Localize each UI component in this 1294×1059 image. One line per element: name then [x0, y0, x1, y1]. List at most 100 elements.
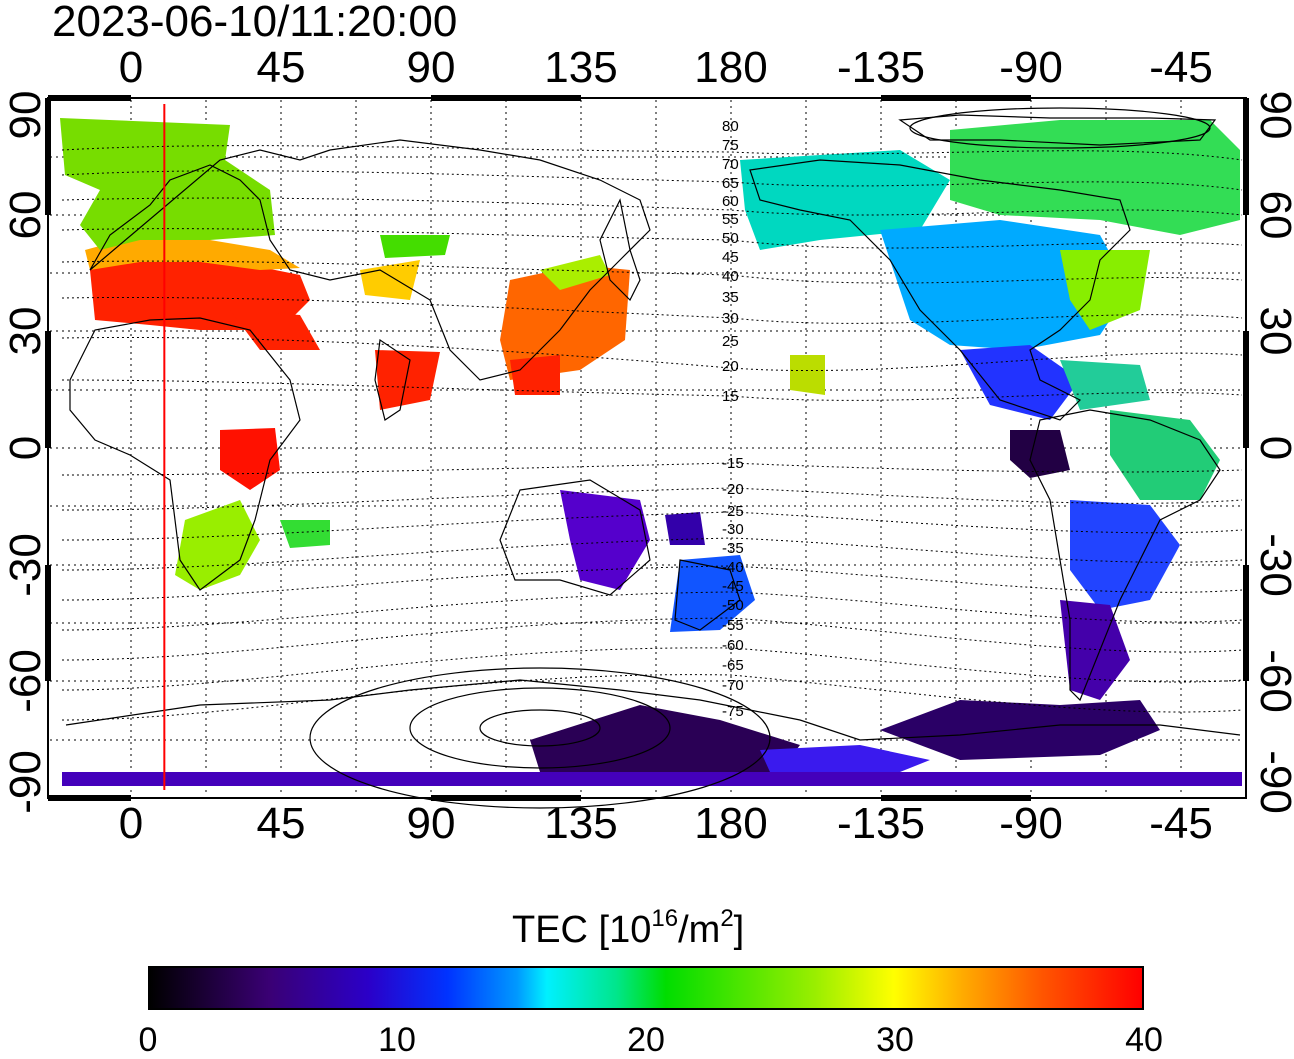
top-tick-label: -45 — [1149, 43, 1213, 92]
contour-label: 80 — [722, 118, 739, 135]
contour-label: -70 — [722, 677, 744, 694]
tec-patch-india — [375, 350, 440, 410]
tec-patch-korea — [540, 255, 610, 290]
colorbar-title: TEC [1016/m2] — [512, 905, 745, 952]
contour-label: 45 — [722, 249, 739, 266]
left-tick-label: 90 — [1, 90, 50, 140]
right-tick-label: -60 — [1251, 649, 1294, 713]
tec-patch-africa-south — [175, 500, 260, 590]
bottom-tick-label: 180 — [694, 799, 768, 848]
contour-label: -65 — [722, 657, 744, 674]
contour-label: -30 — [722, 521, 744, 538]
contour-label: 15 — [722, 388, 739, 405]
tec-patch-nz — [670, 555, 755, 632]
magnetic-latitude-contours — [61, 145, 1243, 721]
contour-label: -35 — [722, 540, 744, 557]
contour-label: -55 — [722, 617, 744, 634]
coastlines — [65, 114, 1241, 741]
contour-label: -25 — [722, 503, 744, 520]
right-tick-label: 30 — [1251, 306, 1294, 356]
contour-label: 30 — [722, 310, 739, 327]
tec-map: 80 75 70 65 60 55 50 45 40 35 30 25 20 1… — [45, 95, 1249, 809]
contour-label: 55 — [722, 211, 739, 228]
south-pole-ellipses — [309, 107, 1211, 809]
tec-patch-antarctic-band — [62, 772, 1242, 786]
tec-patch-sa-central — [1070, 500, 1180, 610]
top-tick-label: 0 — [118, 43, 144, 92]
tec-patch-madagascar — [280, 520, 330, 548]
tec-patch-mexico — [960, 345, 1080, 420]
bottom-tick-label: -45 — [1149, 799, 1213, 848]
tec-patch-peru — [1010, 430, 1070, 478]
contour-label: -15 — [722, 455, 744, 472]
tec-patch-central-asia-green — [380, 235, 450, 258]
tec-patch-nz-north — [665, 512, 705, 545]
tec-patch-central-asia — [360, 260, 420, 300]
top-tick-label: 45 — [256, 43, 306, 92]
tec-patch-australia — [560, 490, 650, 590]
contour-label: 40 — [722, 268, 739, 285]
right-tick-label: 60 — [1251, 190, 1294, 240]
colorbar-tick-label: 40 — [1125, 1021, 1163, 1059]
left-tick-label: 30 — [1, 306, 50, 356]
colorbar-tick-label: 10 — [378, 1021, 416, 1059]
tec-patch-africa-central — [220, 428, 280, 490]
bottom-tick-label: -135 — [836, 799, 926, 848]
right-tick-label: -30 — [1251, 533, 1294, 597]
tec-colorbar — [148, 966, 1144, 1010]
contour-label: 20 — [722, 358, 739, 375]
bottom-tick-label: 135 — [544, 799, 618, 848]
contour-label: -75 — [722, 703, 744, 720]
right-tick-label: 0 — [1251, 436, 1294, 460]
top-tick-label: -90 — [999, 43, 1063, 92]
tec-patch-europe — [90, 250, 310, 330]
frame-ticks — [45, 95, 1249, 801]
contour-label: 70 — [722, 156, 739, 173]
contour-label: -50 — [722, 597, 744, 614]
top-tick-label: 180 — [694, 43, 768, 92]
contour-label: 60 — [722, 193, 739, 210]
left-tick-label: 0 — [1, 435, 50, 461]
colorbar-title-text: TEC [10 — [512, 909, 652, 951]
tec-patch-sa-north — [1110, 410, 1220, 500]
tec-patch-middleeast — [230, 310, 320, 350]
left-tick-label: -30 — [1, 533, 50, 597]
tec-patch-hawaii — [790, 355, 825, 395]
tec-patch-canada — [950, 120, 1240, 235]
contour-label: 75 — [722, 137, 739, 154]
top-tick-label: -135 — [836, 43, 926, 92]
contour-label: -40 — [722, 559, 744, 576]
tec-patch-us-east — [1060, 250, 1150, 330]
contour-label: 65 — [722, 175, 739, 192]
contour-labels: 80 75 70 65 60 55 50 45 40 35 30 25 20 1… — [722, 118, 744, 720]
colorbar-title-exponent: 16 — [651, 905, 679, 932]
tec-patch-south-pacific — [760, 745, 930, 772]
bottom-tick-label: 90 — [406, 799, 456, 848]
tec-patch-sa-south — [1060, 600, 1130, 700]
contour-label: 50 — [722, 230, 739, 247]
right-tick-label: -90 — [1251, 750, 1294, 814]
colorbar-title-close: ] — [733, 909, 745, 951]
tec-patch-china-south — [510, 355, 560, 395]
contour-label: 25 — [722, 333, 739, 350]
top-tick-label: 135 — [544, 43, 618, 92]
timestamp-title: 2023-06-10/11:20:00 — [52, 0, 458, 46]
colorbar-tick-label: 20 — [627, 1021, 665, 1059]
left-tick-label: -60 — [1, 649, 50, 713]
contour-label: 35 — [722, 289, 739, 306]
contour-label: -45 — [722, 578, 744, 595]
right-tick-label: 90 — [1251, 90, 1294, 140]
colorbar-title-unit: /m — [678, 909, 721, 951]
contour-label: -60 — [722, 637, 744, 654]
colorbar-tick-label: 30 — [876, 1021, 914, 1059]
colorbar-tick-label: 0 — [138, 1021, 158, 1059]
tec-patch-alaska — [740, 150, 950, 250]
tec-patch-caribbean — [1060, 360, 1150, 410]
bottom-tick-label: 0 — [118, 799, 144, 848]
contour-label: -20 — [722, 481, 744, 498]
tec-patch-antarctica-west — [880, 700, 1160, 760]
colorbar-title-unit-exponent: 2 — [720, 905, 734, 932]
left-tick-label: -90 — [1, 750, 50, 814]
top-tick-label: 90 — [406, 43, 456, 92]
bottom-tick-label: 45 — [256, 799, 306, 848]
